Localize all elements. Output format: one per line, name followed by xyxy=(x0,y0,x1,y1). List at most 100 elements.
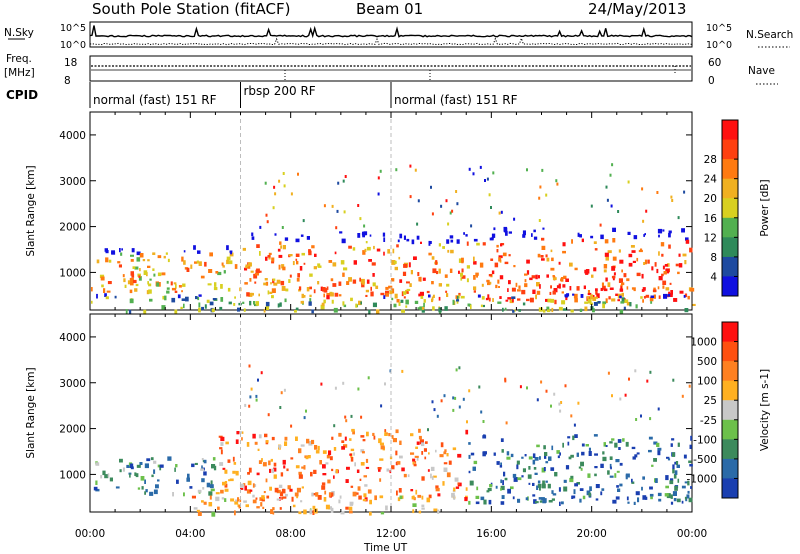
echo-cell xyxy=(683,295,686,298)
echo-cell xyxy=(489,237,494,241)
echo-cell xyxy=(401,309,405,313)
echo-cell xyxy=(289,274,292,278)
echo-cell xyxy=(377,467,382,470)
echo-cell xyxy=(224,483,228,488)
echo-cell xyxy=(647,259,650,264)
echo-cell xyxy=(174,467,176,472)
echo-cell xyxy=(521,456,524,459)
echo-cell xyxy=(504,379,507,383)
echo-cell xyxy=(361,232,364,236)
echo-cell xyxy=(605,185,608,189)
echo-cell xyxy=(342,301,345,306)
echo-cell xyxy=(183,260,186,265)
echo-cell xyxy=(633,287,636,292)
echo-cell xyxy=(367,489,372,494)
echo-cell xyxy=(276,489,281,494)
echo-cell xyxy=(674,470,678,475)
echo-cell xyxy=(641,273,644,279)
echo-cell xyxy=(250,387,253,391)
echo-cell xyxy=(452,396,455,400)
echo-cell xyxy=(631,287,634,290)
echo-cell xyxy=(370,286,372,291)
echo-cell xyxy=(236,431,240,435)
echo-cell xyxy=(464,497,468,502)
colorbar-tick-label: 20 xyxy=(704,193,717,205)
echo-cell xyxy=(298,471,302,475)
echo-cell xyxy=(394,293,398,299)
echo-cell xyxy=(136,251,141,256)
colorbar-tick-label: 100 xyxy=(697,376,717,388)
echo-cell xyxy=(636,452,640,455)
echo-cell xyxy=(249,489,253,492)
echo-cell xyxy=(273,185,276,189)
echo-cell xyxy=(623,273,627,278)
echo-cell xyxy=(397,239,400,243)
echo-cell xyxy=(513,265,516,268)
echo-cell xyxy=(685,237,689,241)
echo-cell xyxy=(406,288,411,291)
echo-cell xyxy=(568,456,572,460)
echo-cell xyxy=(262,462,267,467)
colorbar-swatch xyxy=(722,400,738,421)
echo-cell xyxy=(654,262,657,267)
echo-cell xyxy=(365,458,369,463)
echo-cell xyxy=(656,442,660,447)
echo-cell xyxy=(219,306,223,311)
noise-axis-left-bottom: 10^0 xyxy=(60,40,86,51)
echo-cell xyxy=(503,471,506,477)
echo-cell xyxy=(612,499,617,504)
echo-cell xyxy=(527,474,532,479)
echo-cell xyxy=(95,462,100,466)
echo-cell xyxy=(649,417,652,421)
echo-cell xyxy=(242,483,246,486)
echo-cell xyxy=(567,436,571,439)
echo-cell xyxy=(488,499,492,505)
echo-cell xyxy=(108,259,112,263)
echo-cell xyxy=(538,497,542,500)
echo-cell xyxy=(437,493,441,497)
echo-cell xyxy=(545,480,548,483)
echo-cell xyxy=(272,507,275,511)
echo-cell xyxy=(619,288,624,292)
echo-cell xyxy=(612,238,616,243)
echo-cell xyxy=(550,249,553,253)
echo-cell xyxy=(440,399,443,403)
echo-cell xyxy=(248,364,251,368)
echo-cell xyxy=(352,491,357,497)
echo-cell xyxy=(333,475,335,479)
echo-cell xyxy=(436,414,439,418)
echo-cell xyxy=(573,423,576,427)
echo-cell xyxy=(245,266,248,269)
echo-cell xyxy=(385,505,388,511)
echo-cell xyxy=(669,282,672,285)
echo-cell xyxy=(559,409,562,413)
freq-panel-frame xyxy=(89,55,693,82)
echo-cell xyxy=(360,278,365,284)
echo-cell xyxy=(328,492,332,497)
echo-cell xyxy=(453,487,456,492)
echo-cell xyxy=(146,290,150,295)
echo-cell xyxy=(658,295,661,299)
echo-cell xyxy=(522,302,526,306)
echo-cell xyxy=(664,264,668,267)
echo-cell xyxy=(201,465,203,469)
echo-cell xyxy=(447,249,450,253)
echo-cell xyxy=(644,233,646,236)
echo-cell xyxy=(473,460,478,465)
echo-cell xyxy=(684,481,689,484)
echo-cell xyxy=(689,464,693,467)
echo-cell xyxy=(607,282,611,287)
echo-cell xyxy=(362,281,365,285)
echo-cell xyxy=(438,307,442,313)
echo-cell xyxy=(496,249,499,253)
echo-cell xyxy=(522,234,526,238)
echo-cell xyxy=(363,475,367,478)
echo-cell xyxy=(672,491,677,496)
echo-cell xyxy=(166,280,169,284)
echo-cell xyxy=(524,283,528,288)
echo-cell xyxy=(152,268,155,271)
echo-cell xyxy=(130,466,134,470)
echo-cell xyxy=(136,464,141,468)
echo-cell xyxy=(644,259,647,265)
echo-cell xyxy=(213,465,217,471)
